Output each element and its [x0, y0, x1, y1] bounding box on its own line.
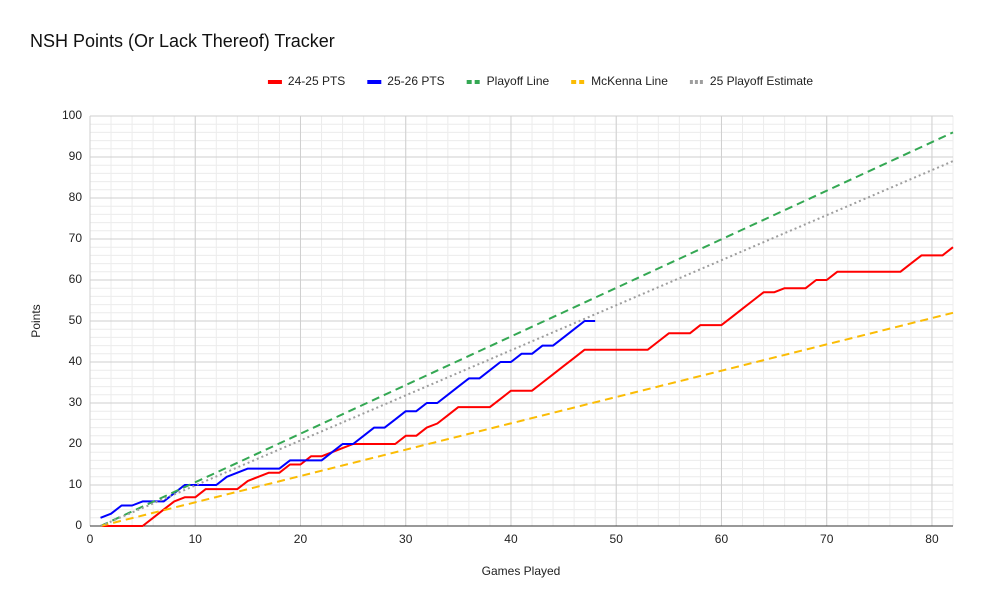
x-tick-label: 30 — [399, 532, 413, 546]
series-line — [100, 311, 954, 527]
y-tick-label: 90 — [69, 149, 83, 163]
legend-label: 25 Playoff Estimate — [710, 74, 813, 88]
legend-label: 25-26 PTS — [387, 74, 444, 88]
series-line — [100, 160, 954, 527]
x-tick-label: 10 — [189, 532, 203, 546]
y-tick-label: 100 — [62, 108, 82, 122]
y-tick-label: 70 — [69, 231, 83, 245]
y-tick-label: 40 — [69, 354, 83, 368]
x-tick-label: 70 — [820, 532, 834, 546]
legend-label: 24-25 PTS — [288, 74, 345, 88]
x-tick-label: 50 — [610, 532, 624, 546]
legend-label: Playoff Line — [487, 74, 550, 88]
legend-label: McKenna Line — [591, 74, 668, 88]
y-tick-label: 80 — [69, 190, 83, 204]
y-tick-label: 0 — [75, 518, 82, 532]
chart-title: NSH Points (Or Lack Thereof) Tracker — [30, 31, 335, 51]
x-tick-label: 0 — [87, 532, 94, 546]
series-line — [100, 320, 596, 519]
y-axis-label: Points — [29, 304, 43, 337]
series-line — [100, 131, 954, 527]
y-tick-label: 60 — [69, 272, 83, 286]
y-tick-label: 20 — [69, 436, 83, 450]
y-tick-label: 30 — [69, 395, 83, 409]
x-tick-label: 20 — [294, 532, 308, 546]
x-tick-label: 80 — [925, 532, 939, 546]
x-axis-label: Games Played — [482, 564, 561, 578]
x-tick-label: 40 — [504, 532, 518, 546]
y-tick-label: 10 — [69, 477, 83, 491]
series-line — [100, 246, 954, 527]
y-tick-label: 50 — [69, 313, 83, 327]
x-tick-label: 60 — [715, 532, 729, 546]
